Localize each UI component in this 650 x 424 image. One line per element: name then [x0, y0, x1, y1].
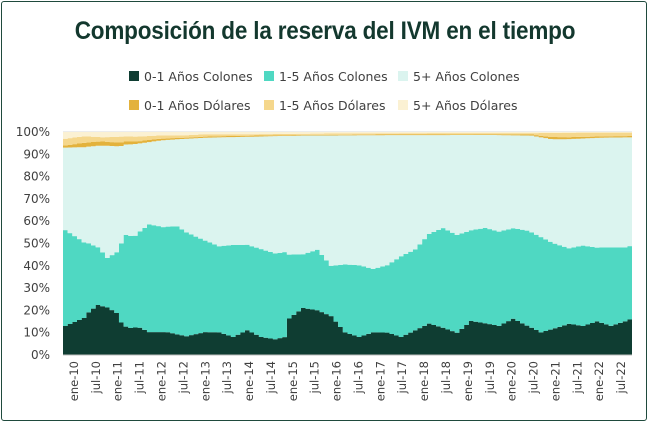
legend-swatch-5plus-colones [398, 71, 408, 81]
y-tick-label: 30% [23, 281, 50, 295]
series-4 [63, 132, 632, 146]
x-tick-label: ene-18 [417, 361, 431, 401]
y-tick-label: 60% [23, 214, 50, 228]
x-tick-label: jul-17 [395, 361, 409, 394]
x-tick-label: jul-22 [614, 361, 628, 394]
x-tick-label: ene-11 [111, 361, 125, 401]
legend-row-colones: 0-1 Años Colones 1-5 Años Colones 5+ Año… [0, 66, 650, 86]
legend-item-5plus-colones: 5+ Años Colones [398, 66, 520, 86]
x-tick-label: ene-22 [592, 361, 606, 401]
x-tick-label: ene-16 [330, 361, 344, 401]
x-tick-label: ene-13 [198, 361, 212, 401]
x-tick-label: jul-12 [176, 361, 190, 394]
legend-item-1-5-dolares: 1-5 Años Dólares [264, 95, 385, 115]
series-3 [63, 134, 632, 148]
y-tick-label: 0% [31, 348, 50, 362]
x-tick-label: jul-18 [439, 361, 453, 394]
legend-label-5plus-colones: 5+ Años Colones [413, 68, 520, 84]
x-tick-label: jul-13 [220, 361, 234, 394]
legend-swatch-0-1-dolares [129, 100, 139, 110]
legend-label-5plus-dolares: 5+ Años Dólares [413, 97, 518, 113]
legend-label-0-1-colones: 0-1 Años Colones [144, 68, 253, 84]
x-tick-label: ene-14 [242, 361, 256, 401]
y-tick-label: 20% [23, 303, 50, 317]
y-tick-label: 10% [23, 326, 50, 340]
legend-label-0-1-dolares: 0-1 Años Dólares [144, 97, 251, 113]
x-tick-label: jul-11 [133, 361, 147, 394]
legend-item-0-1-dolares: 0-1 Años Dólares [129, 95, 250, 115]
legend-row-dolares: 0-1 Años Dólares 1-5 Años Dólares 5+ Año… [0, 95, 650, 115]
x-tick-label: jul-15 [308, 361, 322, 394]
legend-label-1-5-colones: 1-5 Años Colones [279, 68, 388, 84]
x-tick-label: jul-21 [570, 361, 584, 394]
legend-swatch-5plus-dolares [398, 100, 408, 110]
area-1-5-a-os-colones [63, 224, 632, 340]
x-tick-label: ene-21 [548, 361, 562, 401]
series-1 [63, 224, 632, 340]
x-tick-label: ene-17 [373, 361, 387, 401]
x-tick-label: ene-10 [67, 361, 81, 401]
y-tick-label: 50% [23, 237, 50, 251]
x-tick-label: jul-19 [483, 361, 497, 394]
legend-label-1-5-dolares: 1-5 Años Dólares [279, 97, 386, 113]
area-0-1-a-os-colones [63, 304, 632, 355]
legend-swatch-0-1-colones [129, 71, 139, 81]
x-tick-label: jul-20 [527, 361, 541, 394]
legend-item-0-1-colones: 0-1 Años Colones [129, 66, 253, 86]
series-0 [63, 304, 632, 355]
x-tick-label: jul-10 [89, 361, 103, 394]
x-tick-label: jul-14 [264, 361, 278, 394]
y-tick-label: 90% [23, 147, 50, 161]
x-tick-label: ene-15 [286, 361, 300, 401]
x-tick-label: ene-20 [505, 361, 519, 401]
y-tick-label: 80% [23, 170, 50, 184]
series-2 [63, 134, 632, 269]
x-tick-label: ene-12 [155, 361, 169, 401]
x-tick-label: jul-16 [351, 361, 365, 394]
legend-swatch-1-5-dolares [264, 100, 274, 110]
y-tick-label: 100% [16, 125, 50, 139]
chart-title: Composición de la reserva del IVM en el … [74, 17, 576, 45]
legend-item-1-5-colones: 1-5 Años Colones [264, 66, 388, 86]
y-tick-label: 40% [23, 259, 50, 273]
x-tick-label: ene-19 [461, 361, 475, 401]
area-5-a-os-colones [63, 134, 632, 269]
legend-swatch-1-5-colones [264, 71, 274, 81]
legend-item-5plus-dolares: 5+ Años Dólares [398, 95, 517, 115]
y-tick-label: 70% [23, 192, 50, 206]
series-5 [63, 132, 632, 139]
area-0-1-a-os-d-lares [63, 134, 632, 148]
area-5-a-os-d-lares [63, 132, 632, 139]
area-1-5-a-os-d-lares [63, 132, 632, 146]
